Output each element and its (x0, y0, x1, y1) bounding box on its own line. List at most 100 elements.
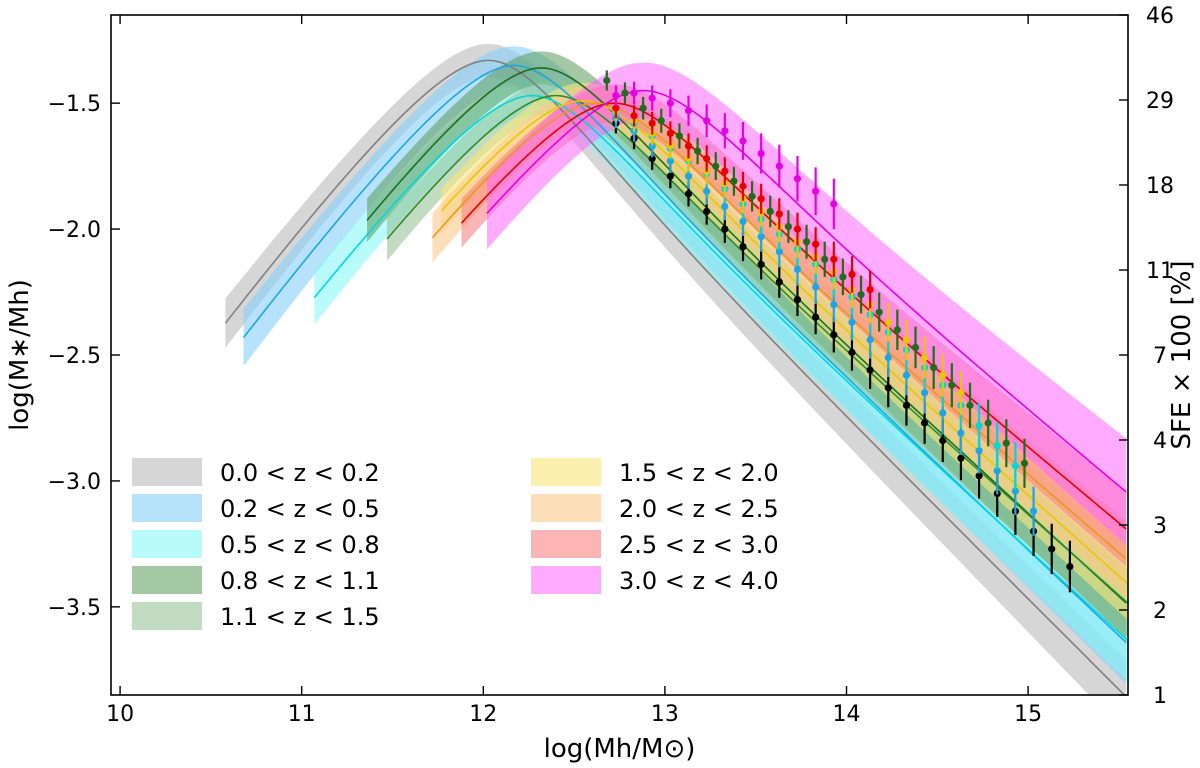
data-point (1029, 486, 1038, 536)
data-point (666, 89, 674, 117)
data-point (830, 317, 838, 353)
y2-tick-label: 2 (1153, 599, 1167, 624)
data-point (703, 145, 711, 172)
data-point (657, 108, 665, 133)
data-point (684, 95, 693, 126)
y-tick-label: −2.0 (48, 218, 101, 243)
fit-line-2 (313, 94, 1128, 642)
y2-axis-label: SFE × 100 [%] (1167, 260, 1197, 449)
legend-item: 0.8 < z < 1.1 (132, 566, 380, 595)
axes: 10 11 12 13 14 15−3.5−3.0−2.5−2.0−1.512347111… (5, 4, 1197, 764)
fit-line-0 (224, 59, 1126, 695)
data-point (603, 70, 611, 91)
data-point (757, 249, 765, 280)
y2-tick-label: 29 (1146, 89, 1174, 114)
legend-swatch (132, 566, 202, 594)
data-point (893, 309, 901, 350)
data-point (793, 156, 802, 202)
legend-swatch (132, 458, 202, 486)
band-0 (225, 43, 1127, 695)
data-point (712, 152, 720, 180)
data-point (693, 137, 702, 165)
data-point (766, 195, 774, 228)
data-point (775, 266, 783, 298)
fit-line-4 (386, 94, 1128, 604)
fit-curves (224, 59, 1128, 695)
legend-swatch (531, 458, 601, 486)
y2-tick-label: 7 (1153, 344, 1167, 369)
legend-swatch (132, 494, 202, 522)
data-point (675, 123, 684, 149)
legend-item: 1.1 < z < 1.5 (132, 602, 380, 631)
y2-tick-label: 1 (1153, 684, 1167, 709)
data-point (648, 111, 656, 135)
y2-tick-label: 18 (1146, 174, 1174, 199)
data-point (784, 210, 792, 243)
data-point (775, 144, 783, 188)
legend-item: 1.5 < z < 2.0 (531, 458, 779, 487)
fit-line-5 (440, 99, 1128, 585)
y2-tick-label: 11 (1146, 259, 1174, 284)
legend-swatch (531, 530, 601, 558)
data-point (775, 198, 783, 230)
data-point (839, 258, 847, 296)
data-point (866, 270, 874, 309)
data-point (1048, 523, 1056, 575)
data-point (721, 157, 729, 185)
legend-label: 0.5 < z < 0.8 (220, 531, 380, 559)
data-point (621, 82, 629, 104)
data-point (830, 241, 838, 277)
data-point (703, 104, 711, 138)
data-point (666, 121, 674, 146)
legend-swatch (531, 494, 601, 522)
data-point (1020, 438, 1029, 488)
x-tick-label: 14 (833, 702, 861, 727)
x-tick-label: 15 (1014, 702, 1042, 727)
legend-item: 0.5 < z < 0.8 (132, 530, 380, 559)
x-tick-label: 10 (106, 702, 134, 727)
legend-swatch (132, 530, 202, 558)
data-point (630, 105, 638, 127)
data-point (757, 183, 765, 214)
legend-label: 1.1 < z < 1.5 (220, 603, 380, 631)
y2-tick-label: 46 (1146, 4, 1174, 29)
legend-item: 0.0 < z < 0.2 (132, 458, 380, 487)
x-axis-label: log(Mh/M⊙) (544, 734, 696, 764)
data-point (957, 370, 965, 415)
y-tick-label: −2.5 (48, 344, 101, 369)
data-point (812, 227, 820, 262)
legend-item: 2.5 < z < 3.0 (531, 530, 779, 559)
legend-swatch (531, 566, 601, 594)
legend-label: 2.5 < z < 3.0 (619, 531, 779, 559)
data-point (630, 81, 638, 105)
data-points (603, 70, 1074, 593)
data-point (966, 382, 974, 429)
data-point (812, 167, 820, 216)
data-point (921, 336, 929, 379)
x-tick-label: 11 (288, 702, 316, 727)
data-point (802, 224, 811, 259)
legend-label: 3.0 < z < 4.0 (619, 567, 779, 595)
fit-line-7 (460, 102, 1127, 530)
data-point (911, 326, 920, 369)
y-tick-label: −1.5 (48, 92, 101, 117)
data-point (793, 283, 802, 316)
data-point (739, 122, 747, 160)
data-point (639, 96, 647, 120)
data-point (821, 241, 829, 277)
legend-swatch (132, 602, 202, 630)
data-point (1002, 419, 1010, 468)
data-point (739, 171, 747, 201)
data-point (1011, 441, 1020, 490)
data-point (848, 256, 856, 293)
x-tick-label: 12 (469, 702, 497, 727)
data-point (902, 319, 911, 361)
legend-label: 1.5 < z < 2.0 (619, 459, 779, 487)
data-point (748, 181, 756, 212)
legend: 0.0 < z < 0.2 0.2 < z < 0.5 0.5 < z < 0.8 0… (132, 458, 779, 631)
data-point (793, 212, 802, 246)
data-point (948, 363, 956, 408)
data-point (612, 85, 620, 106)
data-point (812, 300, 820, 335)
